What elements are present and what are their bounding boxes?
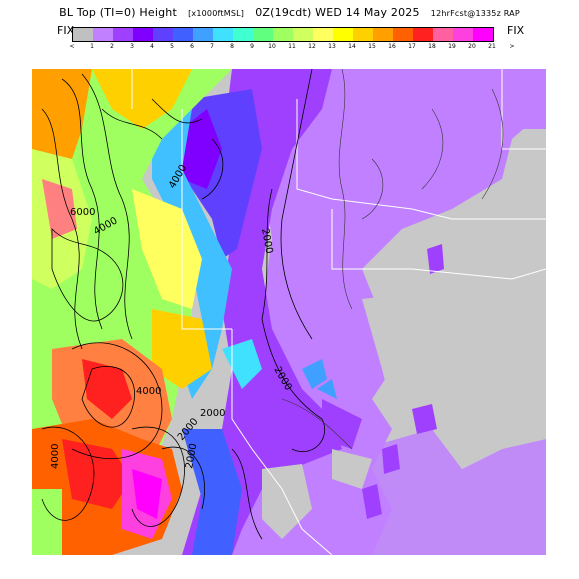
legend-swatch [213, 28, 233, 41]
legend-tick-label: 3 [130, 43, 134, 50]
state-borders [131, 69, 546, 555]
legend-tick-label: 2 [110, 43, 114, 50]
legend-tick-label: 12 [308, 43, 316, 50]
legend-tick-label: 5 [170, 43, 174, 50]
legend-swatch [93, 28, 113, 41]
color-legend-bar [72, 27, 494, 42]
legend-swatch [433, 28, 453, 41]
legend-tick-label: 4 [150, 43, 154, 50]
legend-swatch [73, 28, 93, 41]
contour-label: 2000 [200, 408, 225, 419]
weather-map: 6000 4000 4000 2000 2000 4000 2000 2000 … [32, 69, 546, 555]
legend-tick-label: 19 [448, 43, 456, 50]
legend-tick-label: 7 [210, 43, 214, 50]
legend-swatch [193, 28, 213, 41]
legend-swatch [293, 28, 313, 41]
fix-right-label: FIX [507, 24, 525, 37]
color-legend-ticks: <1 2 3 4 5 6 7 8 9 10 11 12 13 14 15 16 17 18 19 20 21 > [69, 43, 515, 53]
legend-swatch [173, 28, 193, 41]
legend-swatch [233, 28, 253, 41]
legend-swatch [353, 28, 373, 41]
legend-tick-label: 9 [250, 43, 254, 50]
legend-tick-label: 20 [468, 43, 476, 50]
legend-tick-label: 14 [348, 43, 356, 50]
legend-tick-label: < [69, 43, 75, 50]
legend-tick-label: 11 [288, 43, 296, 50]
fix-left-label: FIX [57, 24, 75, 37]
contour-label: 4000 [136, 386, 161, 397]
legend-swatch [153, 28, 173, 41]
legend-swatch [113, 28, 133, 41]
legend-swatch [313, 28, 333, 41]
title-time: 0Z(19cdt) WED 14 May 2025 [255, 6, 420, 19]
title-units: [x1000ftMSL] [188, 9, 245, 18]
contour-label: 4000 [50, 444, 61, 469]
height-contours [41, 69, 325, 540]
legend-swatch [453, 28, 473, 41]
legend-tick-label: 21 [488, 43, 496, 50]
legend-swatch [273, 28, 293, 41]
legend-swatch [333, 28, 353, 41]
legend-tick-label: 6 [190, 43, 194, 50]
legend-tick-label: 13 [328, 43, 336, 50]
legend-swatch [473, 28, 493, 41]
legend-tick-label: > [509, 43, 515, 50]
legend-swatch [253, 28, 273, 41]
legend-tick-label: 8 [230, 43, 234, 50]
legend-tick-label: 18 [428, 43, 436, 50]
title-run: 12hrFcst@1335z RAP [430, 9, 520, 18]
contour-labels: 6000 4000 4000 2000 2000 4000 2000 2000 … [50, 163, 294, 470]
contour-label: 6000 [70, 207, 95, 218]
legend-swatch [133, 28, 153, 41]
map-canvas: 6000 4000 4000 2000 2000 4000 2000 2000 … [32, 69, 546, 555]
contour-label: 2000 [184, 443, 199, 470]
legend-swatch [373, 28, 393, 41]
legend-tick-label: 15 [368, 43, 376, 50]
legend-swatch [413, 28, 433, 41]
legend-swatch [393, 28, 413, 41]
legend-tick-label: 10 [268, 43, 276, 50]
title-main: BL Top (TI=0) Height [59, 6, 177, 19]
legend-tick-label: 17 [408, 43, 416, 50]
legend-tick-label: 16 [388, 43, 396, 50]
contour-label: 2000 [259, 228, 274, 255]
map-title: BL Top (TI=0) Height [x1000ftMSL] 0Z(19c… [0, 6, 579, 19]
legend-tick-label: 1 [90, 43, 94, 50]
